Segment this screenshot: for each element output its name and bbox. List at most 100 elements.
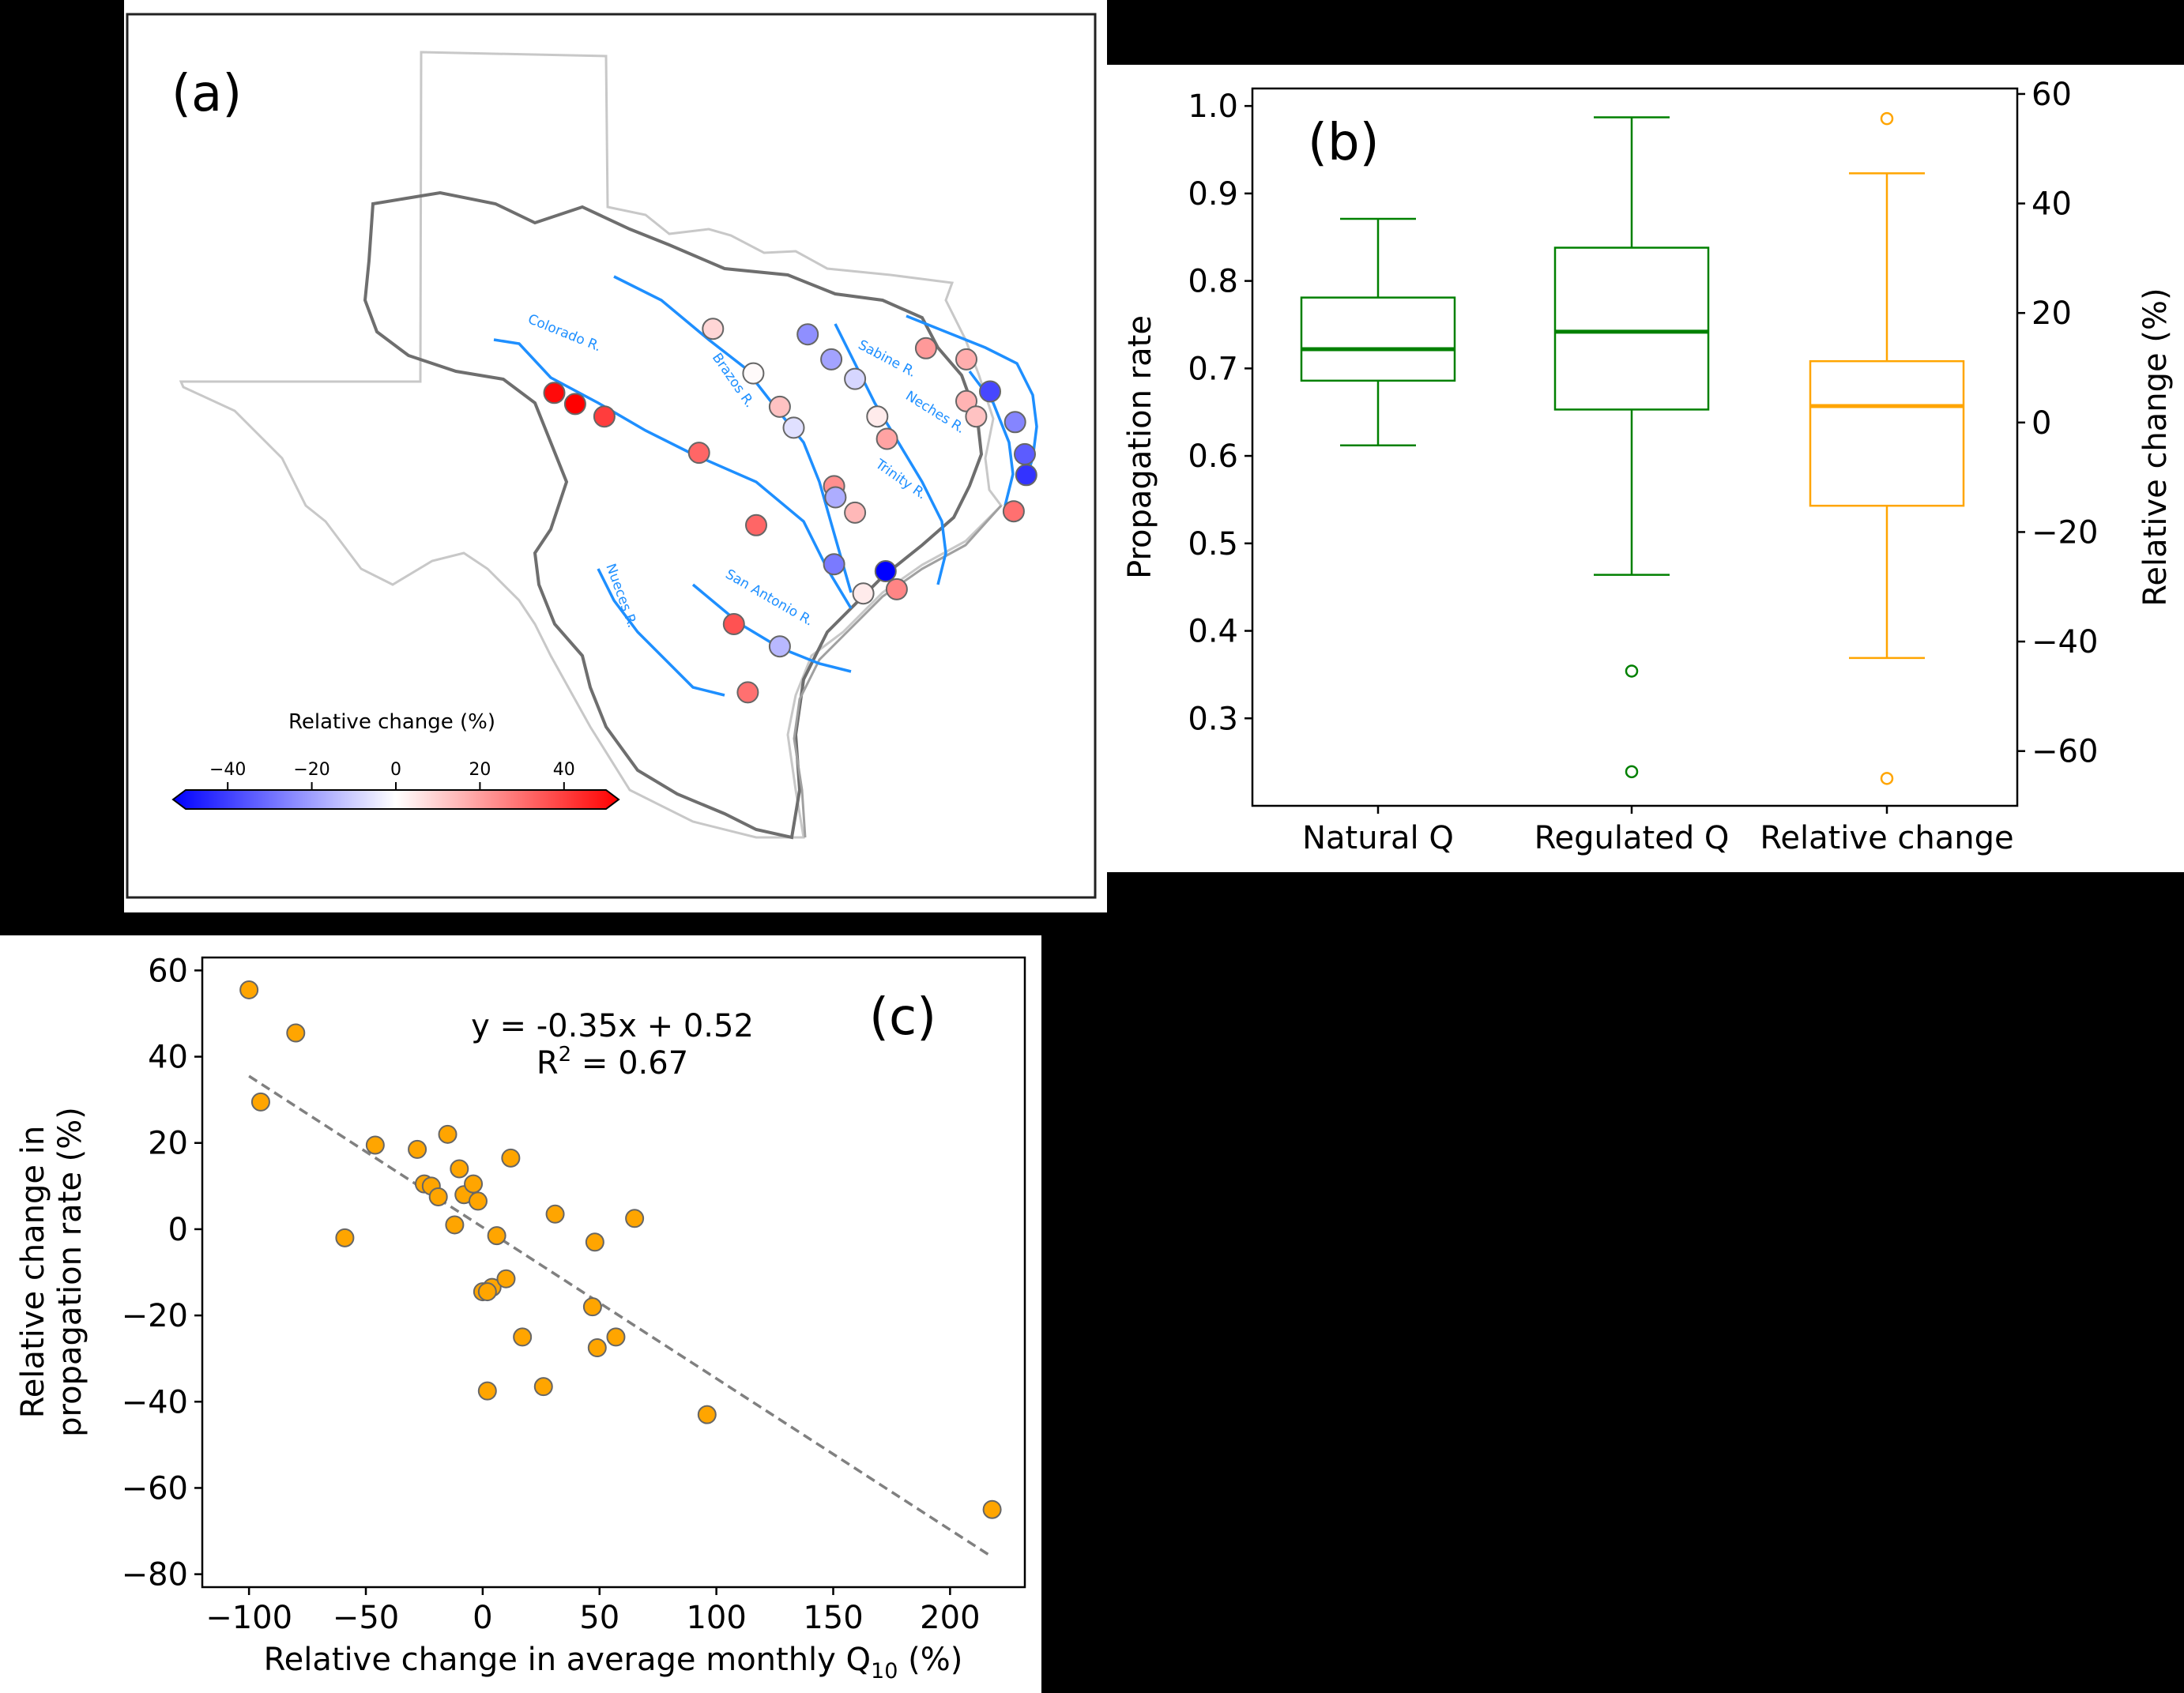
scatter-point (496, 1269, 516, 1289)
y-tick-label: 40 (148, 1040, 188, 1076)
colorbar: −40 −20 0 20 40 (171, 760, 620, 810)
station-marker (1002, 500, 1025, 523)
scatter-point (487, 1226, 506, 1246)
scatter-point (982, 1499, 1002, 1519)
scatter-point (585, 1232, 604, 1252)
station-marker (885, 578, 908, 600)
station-marker (563, 393, 586, 416)
y-tick-label: 0.7 (1188, 351, 1238, 387)
scatter-axes (201, 956, 1026, 1589)
y-tick-label: 0.6 (1188, 438, 1238, 475)
station-marker (844, 367, 867, 390)
scatter-point (533, 1377, 553, 1397)
panel-a-label: (a) (171, 65, 242, 123)
scatter-point (501, 1148, 521, 1168)
y-tick-label: 0.3 (1188, 701, 1238, 737)
r-squared: R2 = 0.67 (537, 1043, 688, 1082)
x-tick-label: −50 (333, 1600, 399, 1636)
colorbar-tick-label: 40 (553, 760, 575, 780)
equation: y = -0.35x + 0.52 (471, 1008, 754, 1044)
scatter-svg: −100 −50 0 50 100 150 200 −80−60−40−200204060 … (15, 953, 1026, 1684)
x-tick-label: 150 (803, 1600, 863, 1636)
station-marker (875, 427, 898, 450)
map-svg: Colorado R. Brazos R. Sabine R. Neches R… (126, 13, 1097, 899)
station-marker (702, 318, 725, 340)
station-marker (979, 380, 1001, 403)
colorbar-tick-label: −20 (293, 760, 329, 780)
scatter-point (697, 1405, 717, 1424)
x-tick-label: 200 (920, 1600, 980, 1636)
y-tick-label: 60 (148, 953, 188, 989)
panel-c-label: (c) (869, 988, 936, 1047)
stations (543, 318, 1037, 704)
scatter-point (450, 1159, 469, 1179)
box-flier (1625, 664, 1639, 678)
nueces-river (597, 568, 725, 697)
y-tick-label: 0.5 (1188, 526, 1238, 562)
station-marker (736, 681, 759, 704)
scatter-point (438, 1124, 458, 1144)
y2-tick-label: −60 (2031, 734, 2098, 770)
scatter-xlabel: Relative change in average monthly Q10 (… (264, 1642, 963, 1684)
y-tick-label: −20 (122, 1298, 188, 1334)
y2-tick-label: 0 (2031, 405, 2051, 442)
scatter-point (468, 1191, 488, 1211)
colorbar-title: Relative change (%) (288, 710, 495, 734)
station-marker (866, 405, 889, 428)
scatter-point (477, 1381, 497, 1401)
panel-b-label: (b) (1308, 114, 1380, 172)
y-tick-label: −40 (122, 1384, 188, 1420)
station-marker (914, 337, 937, 359)
station-marker (796, 323, 819, 346)
x-tick-label: 100 (686, 1600, 746, 1636)
y-tick-label: −80 (122, 1557, 188, 1593)
box-flier (1880, 772, 1894, 785)
box-iqr (1809, 359, 1965, 507)
scatter-point (408, 1139, 427, 1159)
station-marker (844, 501, 867, 524)
panel-b-boxplot: 0.3 0.4 0.5 0.6 0.7 0.8 0.9 1.0 −60 −40 −20 0 20 40 6… (1107, 65, 2184, 872)
y-tick-label: −60 (122, 1470, 188, 1507)
station-marker (1015, 464, 1037, 487)
map-frame (126, 13, 1097, 899)
scatter-point (239, 980, 259, 999)
station-marker (722, 613, 745, 635)
scatter-point (250, 1092, 270, 1112)
station-marker (782, 416, 805, 439)
x-tick-label: Regulated Q (1534, 820, 1730, 856)
scatter-point (445, 1215, 465, 1235)
y2-tick-label: −20 (2031, 514, 2098, 551)
colorbar-bar (171, 789, 620, 810)
y2-tick-label: 20 (2031, 295, 2072, 332)
panel-c-scatter: −100 −50 0 50 100 150 200 −80 −60 −40 −20 0 20 40 60 … (0, 935, 1041, 1693)
station-marker (852, 582, 875, 605)
boxplot-svg: 0.3 0.4 0.5 0.6 0.7 0.8 0.9 1.0 −60 −40 −20 0 20 40 6… (1122, 77, 2174, 856)
boxplot-axes (1251, 87, 2019, 807)
colorbar-tick-label: 20 (469, 760, 491, 780)
y-tick-label: 1.0 (1188, 88, 1238, 125)
station-marker (823, 553, 845, 576)
scatter-point (464, 1174, 484, 1194)
scatter-point (286, 1023, 306, 1043)
station-marker (820, 348, 843, 371)
station-marker (687, 442, 710, 465)
scatter-point (625, 1209, 645, 1228)
station-marker (742, 362, 765, 385)
station-marker (745, 514, 767, 536)
scatter-ylabel-line2: propagation rate (%) (52, 1107, 88, 1437)
scatter-point (606, 1327, 626, 1347)
station-marker (768, 635, 791, 658)
y-tick-label: 0 (168, 1212, 188, 1248)
station-marker (1004, 411, 1026, 434)
x-tick-label: Natural Q (1302, 820, 1454, 856)
y-tick-label: 0.8 (1188, 264, 1238, 300)
scatter-point (587, 1338, 607, 1358)
station-marker (874, 560, 897, 582)
box-flier (1880, 111, 1894, 126)
station-marker (955, 348, 977, 371)
scatter-ylabel-line1: Relative change in (15, 1126, 51, 1418)
station-marker (593, 405, 616, 428)
panel-a-map: Colorado R. Brazos R. Sabine R. Neches R… (124, 0, 1107, 912)
scatter-point (545, 1204, 565, 1224)
box-iqr (1300, 296, 1456, 382)
